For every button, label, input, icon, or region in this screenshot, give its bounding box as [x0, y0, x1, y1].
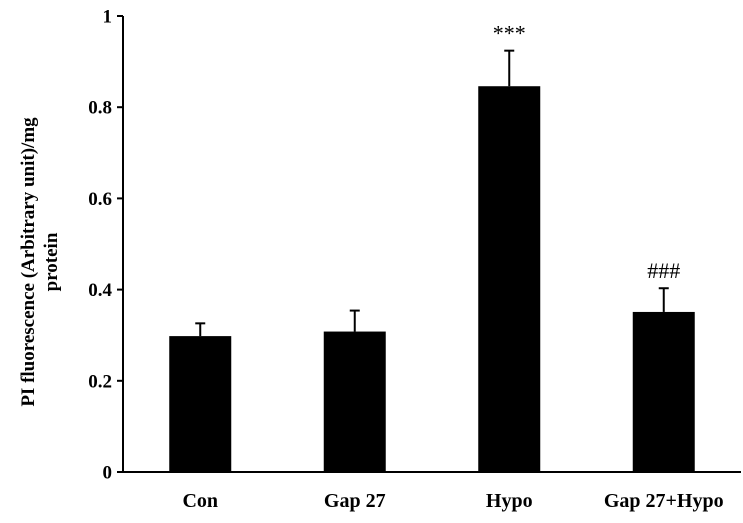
- x-tick-label: Con: [182, 490, 218, 512]
- y-tick-label: 1: [103, 7, 113, 28]
- x-tick-label: Gap 27+Hypo: [604, 490, 724, 512]
- plot-area: 0 0.2 0.4 0.6 0.8 1 Con Gap 27 Hypo *** Gap 27+Hyp…: [88, 7, 741, 512]
- significance-annotation: ###: [647, 258, 680, 283]
- x-tick-label: Gap 27: [324, 490, 386, 512]
- y-tick-label: 0.2: [88, 371, 112, 392]
- x-tick-label: Hypo: [486, 490, 533, 512]
- y-tick-label: 0.8: [88, 98, 112, 119]
- y-axis-title-line-1: PI fluorescence (Arbitrary unit)/mg: [18, 117, 39, 407]
- y-tick-label: 0.6: [88, 189, 112, 210]
- y-tick-label: 0.4: [88, 280, 112, 301]
- bar: [169, 336, 232, 472]
- significance-annotation: ***: [493, 21, 526, 46]
- y-axis-title-line-2: protein: [41, 232, 62, 291]
- bar: [632, 311, 695, 472]
- y-tick-label: 0: [103, 463, 113, 484]
- y-axis-title: PI fluorescence (Arbitrary unit)/mg prot…: [18, 117, 62, 407]
- bar: [323, 331, 386, 472]
- bar: [478, 86, 541, 472]
